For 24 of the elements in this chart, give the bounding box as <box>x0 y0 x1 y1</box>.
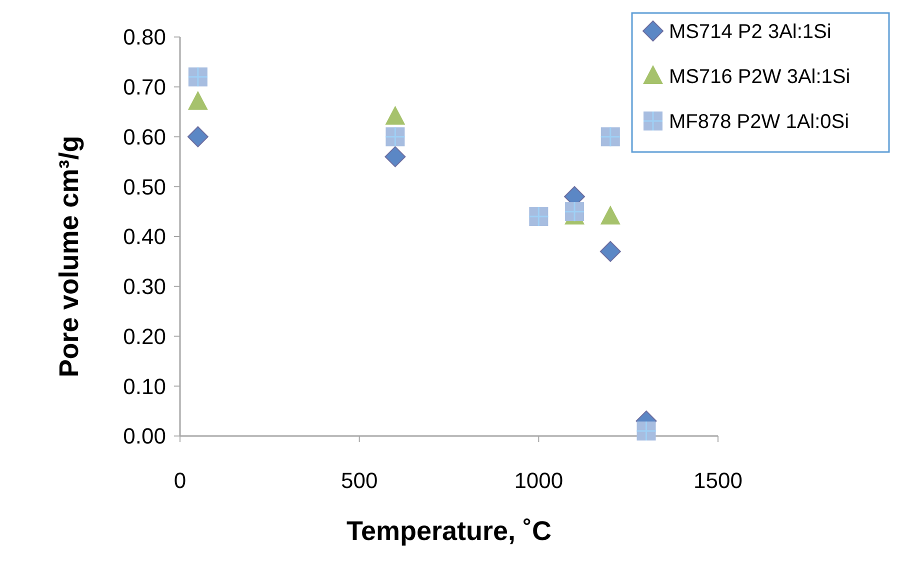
y-tick-label: 0.40 <box>123 224 166 250</box>
point <box>385 106 406 125</box>
legend-label: MS716 P2W 3Al:1Si <box>669 66 850 88</box>
y-tick-label: 0.80 <box>123 24 166 50</box>
y-tick-label: 0.60 <box>123 124 166 150</box>
point <box>384 146 406 168</box>
point <box>188 90 208 110</box>
point <box>600 206 620 225</box>
y-tick-label: 0.70 <box>123 74 166 100</box>
y-axis-title: Pore volume cm³/g <box>54 136 84 378</box>
point <box>187 126 208 148</box>
y-tick-label: 0.10 <box>123 374 166 399</box>
x-tick-label: 0 <box>174 468 186 493</box>
x-tick-label: 1500 <box>694 468 742 493</box>
point <box>600 240 621 262</box>
y-tick-label: 0.00 <box>123 424 166 449</box>
y-tick-label: 0.30 <box>123 274 166 300</box>
x-tick-label: 1000 <box>514 468 564 493</box>
x-axis-title: Temperature, ˚C <box>346 516 552 546</box>
x-tick-label: 500 <box>340 468 378 493</box>
y-tick-label: 0.20 <box>123 324 166 349</box>
y-tick-label: 0.50 <box>123 174 166 200</box>
legend-label: MS714 P2 3Al:1Si <box>669 21 832 43</box>
legend-label: MF878 P2W 1Al:0Si <box>669 111 850 133</box>
